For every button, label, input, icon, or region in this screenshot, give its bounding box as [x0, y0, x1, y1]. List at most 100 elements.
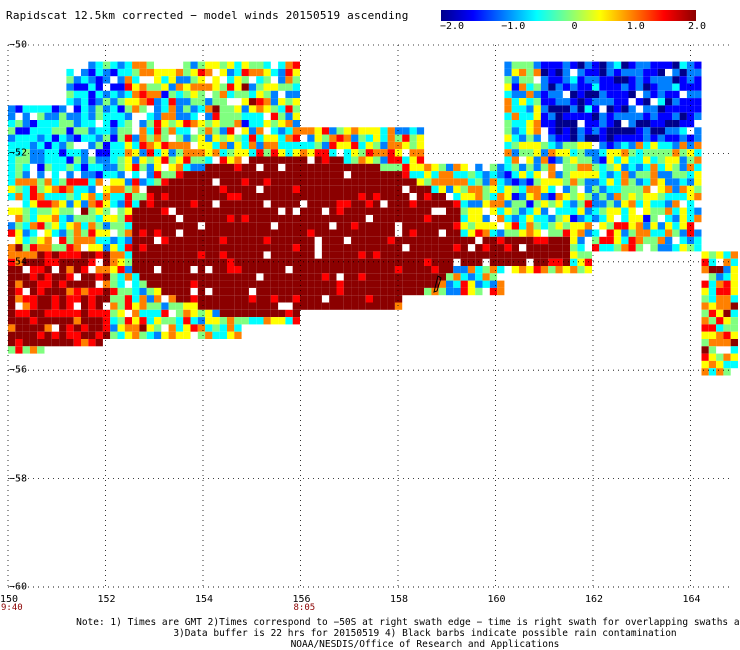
wind-cell [570, 105, 578, 113]
wind-cell [577, 229, 585, 237]
wind-cell [548, 76, 556, 84]
wind-cell [102, 193, 111, 201]
wind-cell [613, 178, 622, 186]
wind-cell [154, 331, 162, 339]
wind-cell [248, 258, 257, 266]
wind-cell [285, 105, 293, 113]
wind-cell [241, 309, 249, 318]
wind-cell [124, 324, 133, 332]
wind-cell [59, 141, 67, 150]
wind-cell [686, 163, 695, 172]
wind-cell [708, 251, 717, 259]
wind-cell [416, 200, 425, 208]
wind-cell [183, 324, 191, 332]
wind-cell [44, 193, 52, 201]
wind-cell [307, 280, 315, 288]
wind-cell [88, 236, 96, 245]
wind-cell [613, 149, 622, 157]
wind-cell [613, 163, 622, 172]
wind-cell [489, 229, 498, 237]
wind-cell [168, 68, 176, 77]
wind-cell [285, 258, 293, 266]
wind-cell [241, 273, 249, 281]
wind-cell [51, 141, 60, 150]
wind-cell [351, 244, 359, 252]
wind-cell [161, 90, 169, 99]
colorbar-gradient [441, 10, 696, 21]
wind-cell [219, 236, 227, 245]
wind-cell [394, 134, 403, 142]
wind-cell [73, 295, 81, 303]
wind-cell [701, 295, 709, 303]
wind-cell [314, 295, 322, 303]
wind-cell [365, 244, 373, 252]
wind-cell [519, 61, 527, 69]
wind-cell [132, 229, 140, 237]
wind-cell [307, 266, 315, 274]
wind-cell [168, 273, 176, 281]
wind-cell [256, 76, 264, 84]
x-tick-label: 150 [0, 594, 19, 605]
wind-cell [409, 244, 417, 252]
wind-cell [657, 185, 665, 193]
wind-cell [708, 287, 717, 296]
wind-cell [584, 105, 592, 113]
wind-cell [66, 214, 74, 223]
wind-cell [592, 90, 600, 99]
wind-cell [621, 149, 629, 157]
wind-cell [343, 229, 352, 237]
wind-cell [519, 193, 527, 201]
wind-cell [270, 90, 279, 99]
wind-cell [248, 68, 257, 77]
wind-cell [672, 185, 680, 193]
wind-cell [234, 76, 242, 84]
wind-cell [234, 193, 242, 201]
wind-cell [511, 266, 519, 274]
wind-cell [117, 127, 125, 135]
wind-cell [424, 214, 432, 223]
wind-cell [117, 141, 125, 150]
wind-cell [446, 244, 454, 252]
wind-cell [146, 127, 154, 135]
wind-cell [300, 295, 308, 303]
wind-cell [241, 163, 249, 172]
wind-cell [190, 193, 198, 201]
wind-cell [373, 193, 381, 201]
wind-cell [555, 61, 563, 69]
wind-cell [336, 258, 344, 266]
wind-cell [263, 90, 271, 99]
wind-cell [124, 83, 133, 91]
wind-cell [511, 244, 519, 252]
wind-cell [146, 112, 154, 120]
wind-cell [694, 193, 702, 201]
wind-cell [95, 193, 103, 201]
wind-cell [285, 61, 293, 69]
wind-cell [205, 317, 213, 325]
wind-cell [154, 90, 162, 99]
colorbar-tick-label: −2.0 [439, 21, 465, 32]
wind-cell [248, 200, 257, 208]
wind-cell [8, 222, 16, 230]
wind-cell [424, 229, 432, 237]
wind-cell [497, 178, 505, 186]
wind-cell [110, 222, 118, 230]
wind-cell [621, 105, 629, 113]
wind-cell [321, 156, 330, 164]
wind-cell [314, 200, 322, 208]
wind-cell [694, 141, 702, 150]
wind-cell [584, 185, 592, 193]
wind-cell [197, 149, 206, 157]
wind-cell [161, 251, 169, 259]
wind-cell [321, 251, 330, 259]
wind-cell [694, 105, 702, 113]
swath-time-label: 8:05 [293, 603, 316, 613]
wind-cell [168, 163, 176, 172]
wind-cell [124, 178, 133, 186]
wind-cell [292, 178, 300, 186]
wind-cell [285, 68, 293, 77]
wind-cell [300, 171, 308, 179]
wind-cell [175, 141, 184, 150]
wind-cell [643, 68, 651, 77]
wind-cell [365, 222, 373, 230]
y-tick-label: −56 [9, 364, 28, 376]
